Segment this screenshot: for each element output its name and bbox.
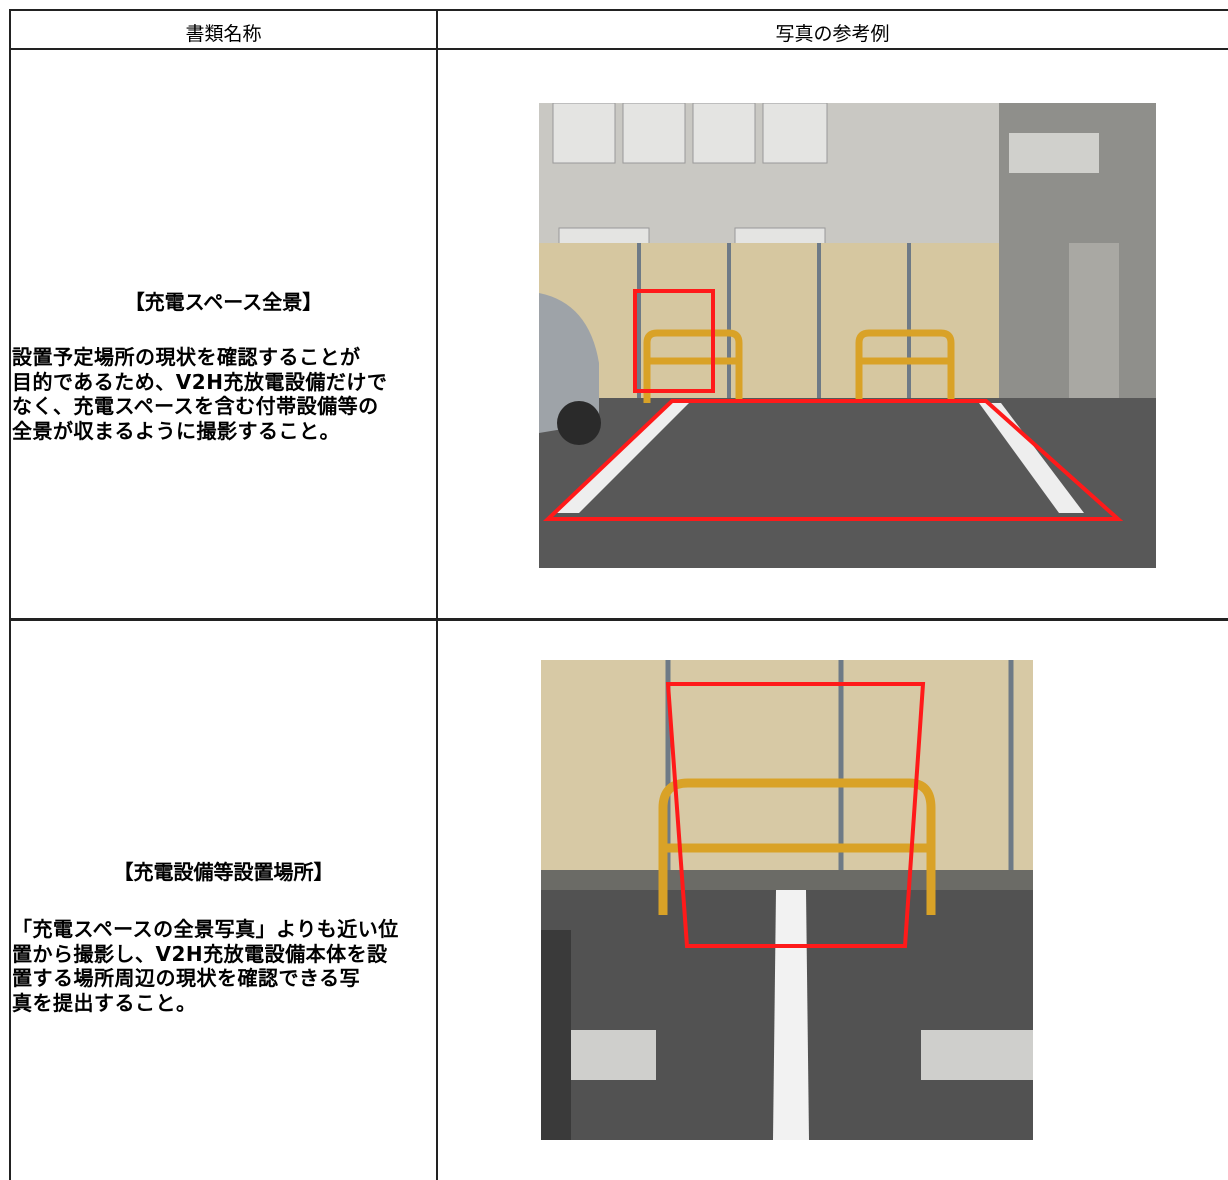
row-body: 設置予定場所の現状を確認することが 目的であるため、V2H充放電設備だけで なく、充… (12, 345, 387, 443)
body-line: 真を提出すること。 (12, 990, 197, 1015)
border (10, 48, 1228, 50)
header-cell: 書類名称 (185, 23, 262, 45)
border (9, 9, 11, 1180)
body-line: 「充電スペースの全景写真」よりも近い位 (12, 917, 399, 941)
body-line: 設置予定場所の現状を確認することが (12, 345, 361, 369)
row-body: 「充電スペースの全景写真」よりも近い位 置から撮影し、V2H充放電設備本体を設 置す… (12, 917, 399, 1015)
header-cell: 写真の参考例 (775, 23, 890, 45)
body-line: 置する場所周辺の現状を確認できる写 (12, 966, 361, 991)
photo-parking-space (539, 103, 1156, 568)
photo-install-location (541, 660, 1033, 1140)
body-line: 全景が収まるように撮影すること。 (12, 418, 340, 443)
body-line: 置から撮影し、V2H充放電設備本体を設 (12, 941, 388, 966)
border (10, 9, 1228, 11)
border (10, 618, 1228, 621)
border (436, 9, 438, 1180)
row-title: 【充電設備等設置場所】 (113, 860, 334, 884)
body-line: 目的であるため、V2H充放電設備だけで (12, 369, 388, 394)
row-title: 【充電スペース全景】 (124, 290, 323, 314)
body-line: なく、充電スペースを含む付帯設備等の (12, 394, 379, 419)
